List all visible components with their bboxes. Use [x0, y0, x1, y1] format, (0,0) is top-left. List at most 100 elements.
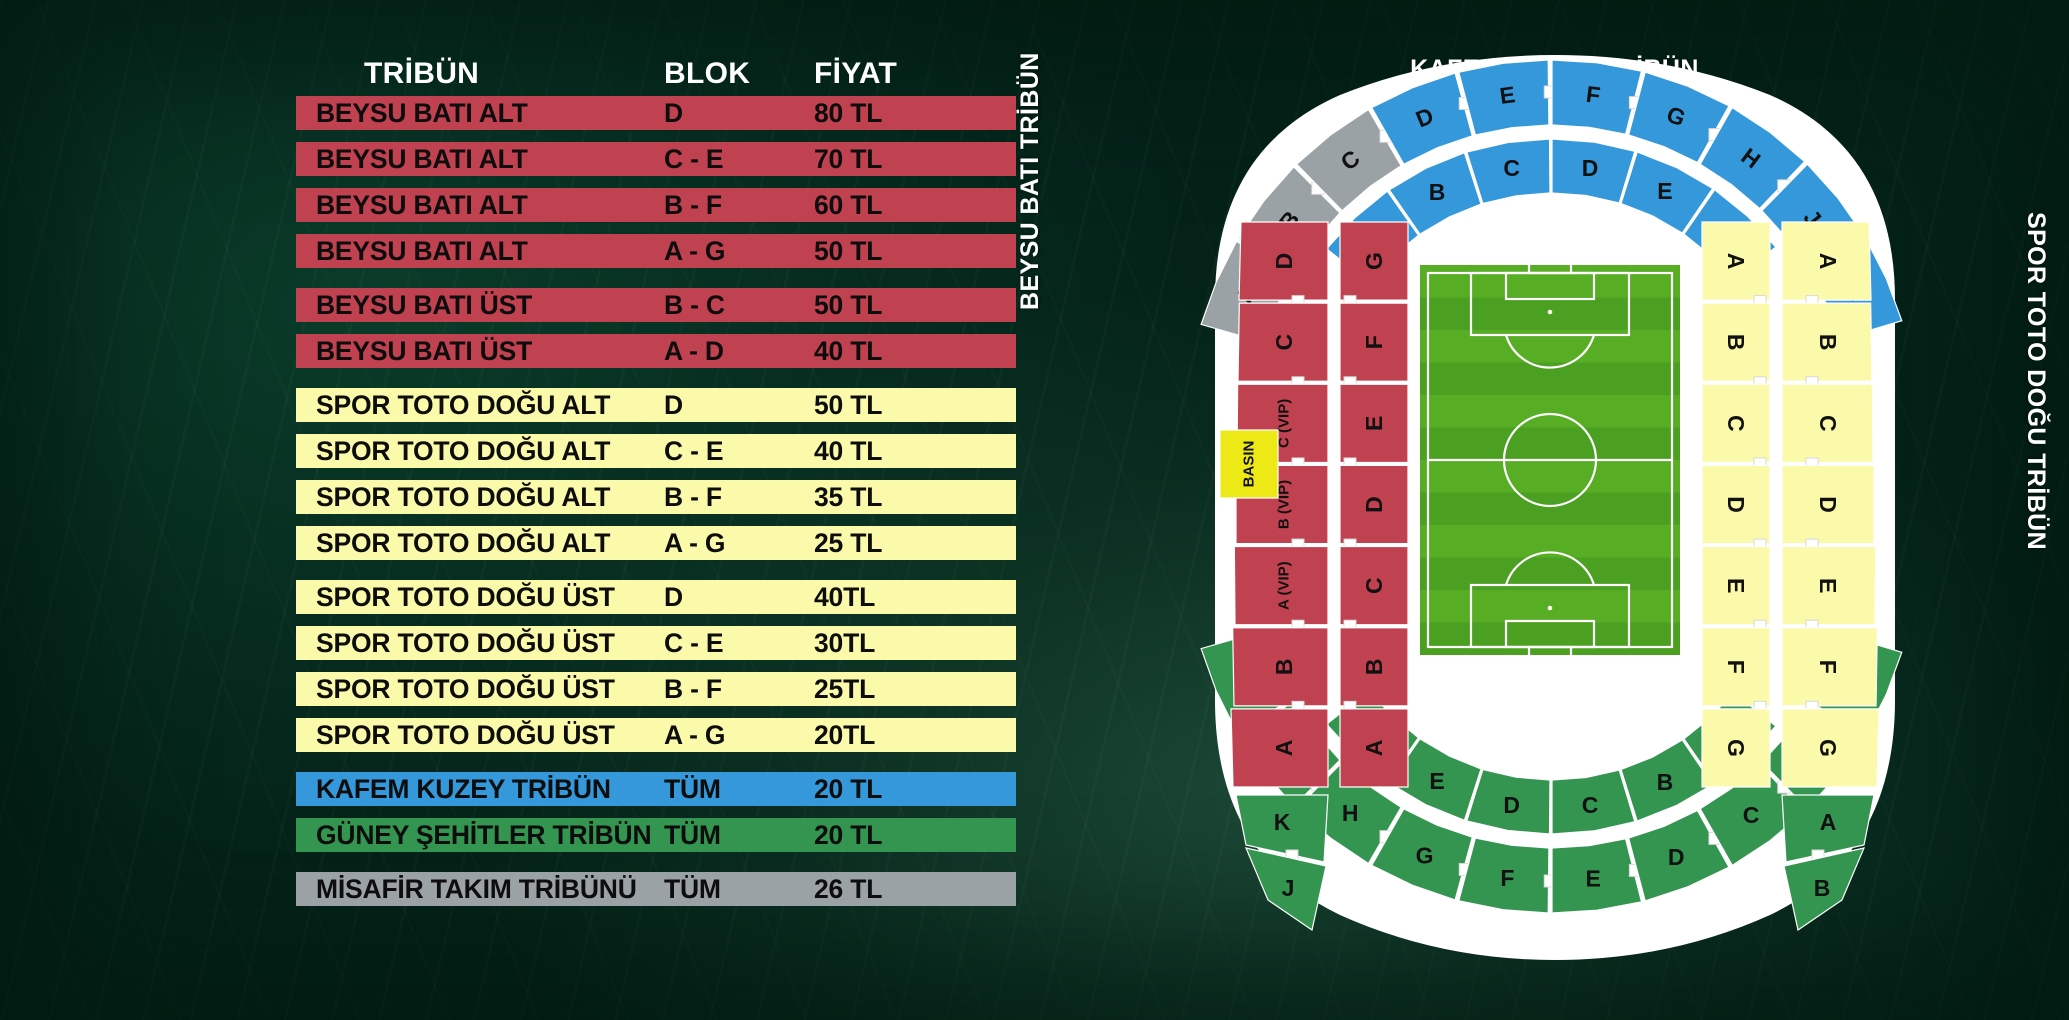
cell-tribun: BEYSU BATI ALT: [316, 189, 528, 220]
block-label: B: [1429, 179, 1446, 205]
seat-block-south-outer-F[interactable]: F: [1458, 837, 1550, 914]
cell-blok: A - G: [664, 527, 726, 558]
seat-block-west-outer-C[interactable]: C: [1237, 302, 1329, 382]
seat-block-west-outer-B[interactable]: B: [1232, 627, 1329, 707]
table-row: BEYSU BATI ALT C - E 70 TL: [296, 142, 1016, 176]
press-box-label: BASIN: [1241, 441, 1258, 488]
block-label: A: [1723, 253, 1749, 270]
block-label: A: [1271, 740, 1297, 757]
seat-block-se-A[interactable]: A: [1781, 794, 1875, 863]
seat-block-north-outer-G[interactable]: G: [1627, 71, 1730, 164]
header-tribun: TRİBÜN: [364, 57, 480, 90]
block-label: C: [1582, 792, 1599, 818]
block-label: B: [1361, 658, 1387, 675]
cell-fiyat: 50 TL: [814, 389, 883, 420]
seat-block-north-inner-D[interactable]: D: [1551, 138, 1636, 204]
cell-tribun: BEYSU BATI ALT: [316, 97, 528, 128]
stadium-map: KAFEM KUZEY TRİBÜN GÜNEY ŞEHİTLER TRİBÜN…: [1016, 0, 2069, 1020]
block-label: G: [1361, 252, 1387, 270]
seat-block-west-inner-G[interactable]: G: [1339, 221, 1409, 301]
block-label: D: [1815, 496, 1841, 513]
cell-blok: C - E: [664, 627, 724, 658]
seat-block-east-inner-D[interactable]: D: [1701, 464, 1771, 545]
seat-block-east-inner-C[interactable]: C: [1701, 383, 1771, 464]
block-label: C: [1271, 334, 1297, 351]
seat-block-west-inner-C[interactable]: C: [1339, 545, 1409, 626]
seat-block-east-outer-A[interactable]: A: [1781, 221, 1872, 301]
block-label: F: [1585, 81, 1602, 109]
seat-block-south-inner-D[interactable]: D: [1466, 768, 1551, 835]
table-header-row: TRİBÜN BLOK FİYAT: [296, 52, 1016, 96]
seat-block-se-B[interactable]: B: [1783, 847, 1866, 931]
seat-block-west-inner-B[interactable]: B: [1339, 627, 1409, 707]
press-box-block[interactable]: [1219, 429, 1279, 499]
seat-block-north-outer-D[interactable]: D: [1370, 72, 1474, 165]
seat-block-east-inner-E[interactable]: E: [1701, 545, 1771, 626]
seat-block-south-inner-B[interactable]: B: [1620, 739, 1714, 822]
seat-block-south-outer-D[interactable]: D: [1627, 809, 1730, 902]
seat-block-north-inner-C[interactable]: C: [1466, 138, 1551, 205]
block-label: E: [1657, 178, 1672, 204]
seat-block-south-inner-E[interactable]: E: [1388, 738, 1482, 822]
cell-tribun: MİSAFİR TAKIM TRİBÜNÜ: [316, 873, 637, 904]
table-row: BEYSU BATI ALT D 80 TL: [296, 96, 1016, 130]
seat-block-sw-K[interactable]: K: [1235, 794, 1329, 863]
seat-block-away-C[interactable]: C: [1295, 108, 1402, 212]
cell-tribun: GÜNEY ŞEHİTLER TRİBÜN: [316, 819, 652, 850]
block-label: B (VIP): [1276, 480, 1293, 529]
cell-tribun: BEYSU BATI ALT: [316, 143, 528, 174]
seat-block-east-outer-G[interactable]: G: [1781, 708, 1880, 788]
block-label: C: [1723, 415, 1749, 432]
seat-block-south-outer-G[interactable]: G: [1370, 808, 1474, 901]
cell-fiyat: 20TL: [814, 719, 876, 750]
table-row: SPOR TOTO DOĞU ÜST C - E 30TL: [296, 626, 1016, 660]
cell-blok: B - F: [664, 189, 722, 220]
seat-block-north-outer-F[interactable]: F: [1551, 59, 1643, 135]
cell-fiyat: 40 TL: [814, 435, 883, 466]
block-label: D: [1361, 496, 1387, 513]
cell-fiyat: 20 TL: [814, 819, 883, 850]
seat-block-east-inner-B[interactable]: B: [1701, 302, 1771, 382]
seat-block-west-outer-A[interactable]: A: [1230, 708, 1329, 788]
block-label: K: [1274, 809, 1291, 835]
seat-block-west-outer-AVIP[interactable]: A (VIP): [1233, 545, 1329, 626]
seat-block-west-inner-D[interactable]: D: [1339, 464, 1409, 545]
seat-block-north-inner-E[interactable]: E: [1620, 151, 1714, 234]
seat-block-west-inner-F[interactable]: F: [1339, 302, 1409, 382]
seat-block-south-outer-E[interactable]: E: [1551, 838, 1643, 914]
block-label: D: [1668, 844, 1685, 870]
block-label: G: [1723, 739, 1749, 757]
seat-block-east-outer-C[interactable]: C: [1781, 383, 1874, 464]
seat-block-west-inner-E[interactable]: E: [1339, 383, 1409, 464]
cell-fiyat: 25 TL: [814, 527, 883, 558]
cell-blok: A - G: [664, 235, 726, 266]
seat-block-east-outer-F[interactable]: F: [1781, 627, 1878, 707]
seat-block-sw-J[interactable]: J: [1244, 847, 1327, 931]
seat-block-east-inner-F[interactable]: F: [1701, 627, 1771, 707]
cell-blok: TÜM: [664, 873, 721, 904]
seat-block-north-outer-E[interactable]: E: [1458, 59, 1550, 136]
seat-block-north-inner-B[interactable]: B: [1388, 151, 1482, 235]
cell-tribun: BEYSU BATI ÜST: [316, 335, 533, 366]
block-label: C: [1503, 155, 1520, 181]
cell-blok: B - C: [664, 289, 725, 320]
block-label: E: [1498, 81, 1517, 109]
block-label: A: [1815, 253, 1841, 270]
block-label: B: [1723, 334, 1749, 351]
block-label: F: [1723, 660, 1749, 674]
table-row: SPOR TOTO DOĞU ÜST D 40TL: [296, 580, 1016, 614]
seat-block-east-outer-E[interactable]: E: [1781, 545, 1877, 626]
cell-fiyat: 20 TL: [814, 773, 883, 804]
table-row: SPOR TOTO DOĞU ALT A - G 25 TL: [296, 526, 1016, 560]
seat-block-south-inner-C[interactable]: C: [1551, 769, 1636, 835]
cell-blok: D: [664, 389, 683, 420]
seat-block-east-inner-A[interactable]: A: [1701, 221, 1771, 301]
seat-block-east-outer-B[interactable]: B: [1781, 302, 1873, 382]
seat-block-west-outer-D[interactable]: D: [1238, 221, 1329, 301]
seat-block-west-inner-A[interactable]: A: [1339, 708, 1409, 788]
cell-fiyat: 40TL: [814, 581, 876, 612]
seat-block-east-outer-D[interactable]: D: [1781, 464, 1875, 545]
seat-block-east-inner-G[interactable]: G: [1701, 708, 1771, 788]
table-row: SPOR TOTO DOĞU ALT D 50 TL: [296, 388, 1016, 422]
block-label: E: [1585, 865, 1600, 891]
